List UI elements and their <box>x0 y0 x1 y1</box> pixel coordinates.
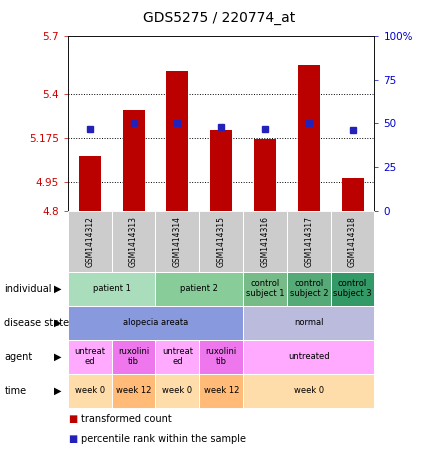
Text: GDS5275 / 220774_at: GDS5275 / 220774_at <box>143 11 295 25</box>
Text: GSM1414316: GSM1414316 <box>261 216 269 267</box>
Text: GSM1414315: GSM1414315 <box>217 216 226 267</box>
Bar <box>342 178 364 211</box>
Text: ▶: ▶ <box>54 386 61 396</box>
Text: control
subject 1: control subject 1 <box>246 279 284 299</box>
Text: week 0: week 0 <box>75 386 105 395</box>
Text: percentile rank within the sample: percentile rank within the sample <box>81 434 246 444</box>
Bar <box>166 71 188 211</box>
Text: control
subject 2: control subject 2 <box>290 279 328 299</box>
Text: patient 1: patient 1 <box>93 284 131 293</box>
Text: GSM1414318: GSM1414318 <box>348 216 357 267</box>
Text: untreat
ed: untreat ed <box>162 347 193 366</box>
Text: individual: individual <box>4 284 52 294</box>
Bar <box>298 65 320 211</box>
Text: GSM1414314: GSM1414314 <box>173 216 182 267</box>
Text: ▶: ▶ <box>54 318 61 328</box>
Text: alopecia areata: alopecia areata <box>123 318 188 327</box>
Text: ▶: ▶ <box>54 284 61 294</box>
Text: untreat
ed: untreat ed <box>74 347 105 366</box>
Bar <box>123 110 145 211</box>
Text: week 0: week 0 <box>294 386 324 395</box>
Bar <box>79 156 101 211</box>
Text: ■: ■ <box>68 414 77 424</box>
Text: GSM1414317: GSM1414317 <box>304 216 313 267</box>
Text: ■: ■ <box>68 434 77 444</box>
Text: untreated: untreated <box>288 352 330 361</box>
Text: ▶: ▶ <box>54 352 61 362</box>
Text: control
subject 3: control subject 3 <box>333 279 372 299</box>
Text: ruxolini
tib: ruxolini tib <box>205 347 237 366</box>
Text: GSM1414312: GSM1414312 <box>85 216 94 267</box>
Text: time: time <box>4 386 27 396</box>
Text: week 12: week 12 <box>116 386 151 395</box>
Text: ruxolini
tib: ruxolini tib <box>118 347 149 366</box>
Text: transformed count: transformed count <box>81 414 172 424</box>
Text: week 12: week 12 <box>204 386 239 395</box>
Text: patient 2: patient 2 <box>180 284 218 293</box>
Text: week 0: week 0 <box>162 386 192 395</box>
Text: agent: agent <box>4 352 32 362</box>
Text: normal: normal <box>294 318 324 327</box>
Bar <box>210 130 232 211</box>
Text: disease state: disease state <box>4 318 70 328</box>
Text: GSM1414313: GSM1414313 <box>129 216 138 267</box>
Bar <box>254 139 276 211</box>
